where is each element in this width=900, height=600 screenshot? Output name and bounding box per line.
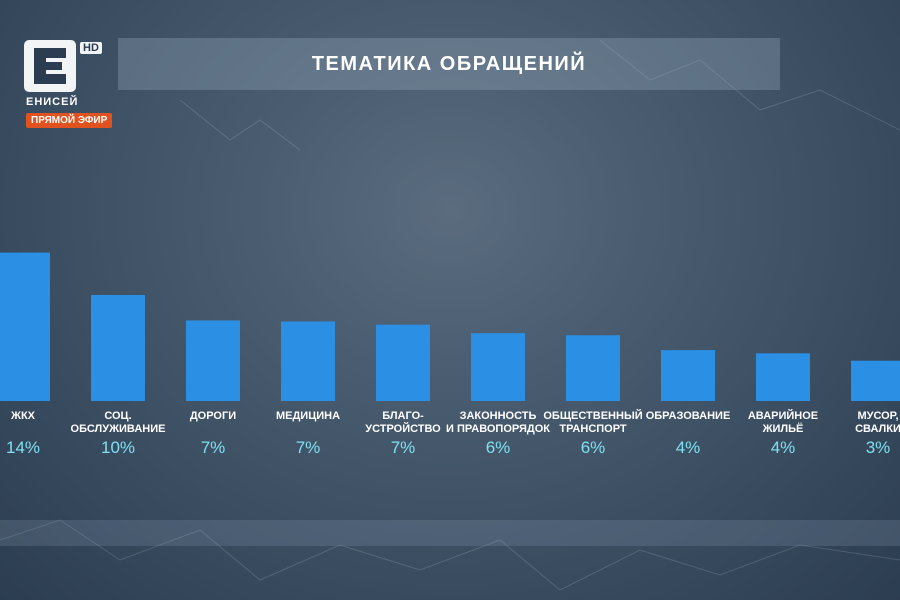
logo-channel-name: ЕНИСЕЙ — [26, 96, 79, 108]
bar-9 — [851, 360, 900, 401]
bar-1 — [91, 295, 145, 401]
title-bar: ТЕМАТИКА ОБРАЩЕНИЙ — [118, 38, 780, 90]
category-label-6-1: ТРАНСПОРТ — [559, 423, 627, 435]
value-label-3: 7% — [296, 438, 321, 457]
bar-0 — [0, 252, 50, 401]
category-label-1-0: СОЦ. — [104, 410, 131, 422]
value-label-6: 6% — [581, 438, 606, 457]
category-label-7-0: ОБРАЗОВАНИЕ — [646, 410, 731, 422]
bar-6 — [566, 335, 620, 401]
bar-7 — [661, 350, 715, 401]
bar-5 — [471, 333, 525, 401]
value-label-8: 4% — [771, 438, 796, 457]
category-label-8-0: АВАРИЙНОЕ — [748, 409, 818, 422]
bar-8 — [756, 353, 810, 401]
chart-title: ТЕМАТИКА ОБРАЩЕНИЙ — [311, 52, 587, 75]
category-label-4-1: УСТРОЙСТВО — [365, 422, 441, 435]
logo-e-icon — [34, 48, 66, 84]
bar-2 — [186, 320, 240, 401]
category-label-5-0: ЗАКОННОСТЬ — [460, 410, 537, 422]
value-label-4: 7% — [391, 438, 416, 457]
value-label-0: 14% — [6, 438, 40, 457]
bar-4 — [376, 324, 430, 401]
category-label-9-1: СВАЛКИ — [855, 423, 900, 435]
value-label-1: 10% — [101, 438, 135, 457]
category-label-3-0: МЕДИЦИНА — [276, 410, 340, 422]
category-label-9-0: МУСОР, — [857, 410, 898, 422]
logo-badge — [24, 40, 76, 92]
category-label-2-0: ДОРОГИ — [190, 410, 236, 422]
category-label-4-0: БЛАГО- — [382, 410, 424, 422]
category-label-1-1: ОБСЛУЖИВАНИЕ — [71, 423, 166, 435]
category-label-8-1: ЖИЛЬЁ — [762, 422, 804, 435]
category-label-0-0: ЖКХ — [10, 410, 36, 422]
live-badge: ПРЯМОЙ ЭФИР — [26, 113, 113, 128]
value-label-5: 6% — [486, 438, 511, 457]
channel-logo: HD ЕНИСЕЙ ПРЯМОЙ ЭФИР — [24, 40, 124, 130]
category-label-6-0: ОБЩЕСТВЕННЫЙ — [543, 409, 642, 422]
bar-3 — [281, 321, 335, 401]
value-label-7: 4% — [676, 438, 701, 457]
value-label-9: 3% — [866, 438, 891, 457]
value-label-2: 7% — [201, 438, 226, 457]
logo-hd-label: HD — [80, 42, 102, 54]
category-label-5-1: И ПРАВОПОРЯДОК — [446, 423, 550, 435]
bottom-band — [0, 520, 900, 546]
